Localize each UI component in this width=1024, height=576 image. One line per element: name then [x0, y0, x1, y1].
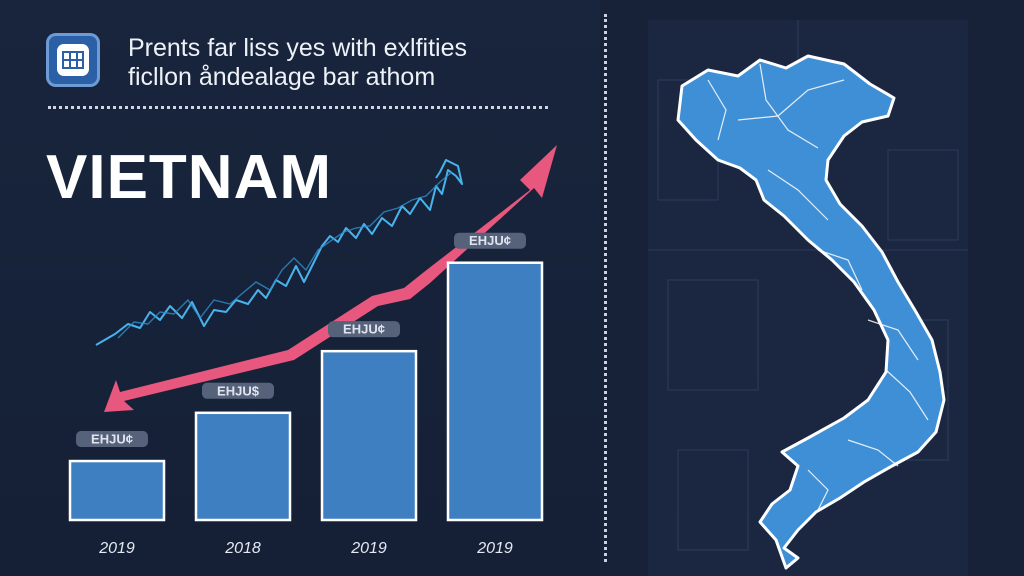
x-tick-label: 2019	[350, 540, 387, 557]
bar-value-label: ЕНЈU¢	[91, 432, 133, 447]
logo-icon	[46, 33, 100, 87]
bar-4	[446, 261, 544, 522]
bar-label-badge	[328, 321, 400, 338]
subtitle-line-2: ficllon åndealage bar athom	[128, 63, 436, 91]
subtitle-line-1: Prents far liss yes with exlfities	[128, 34, 467, 62]
province-borders	[707, 63, 929, 511]
trend-line	[95, 159, 463, 346]
panel-divider	[604, 14, 607, 562]
trend-line-echo	[117, 171, 453, 339]
bar-value-label: ЕНЈU$	[217, 383, 260, 398]
bar-label-badge	[76, 431, 148, 448]
x-tick-label: 2019	[98, 540, 135, 557]
map-panel	[648, 20, 968, 576]
bar-2	[194, 411, 292, 522]
title-divider	[48, 106, 548, 109]
x-tick-label: 2019	[476, 540, 513, 557]
bar-chart: ЕНЈU¢ 2019 ЕНЈU$ 2018 ЕНЈU¢ 2019 ЕНЈU¢ 2019	[68, 145, 557, 557]
bar-3	[320, 349, 418, 522]
x-tick-label: 2018	[224, 540, 261, 557]
bar-label-badge	[202, 382, 274, 399]
trend-arrow	[104, 145, 557, 412]
vietnam-map-icon	[676, 54, 946, 570]
bar-value-label: ЕНЈU¢	[469, 233, 511, 248]
bar-1	[68, 459, 166, 522]
bar-value-label: ЕНЈU¢	[343, 322, 385, 337]
bar-label-badge	[454, 232, 526, 249]
page-title: VIETNAM	[46, 143, 332, 212]
